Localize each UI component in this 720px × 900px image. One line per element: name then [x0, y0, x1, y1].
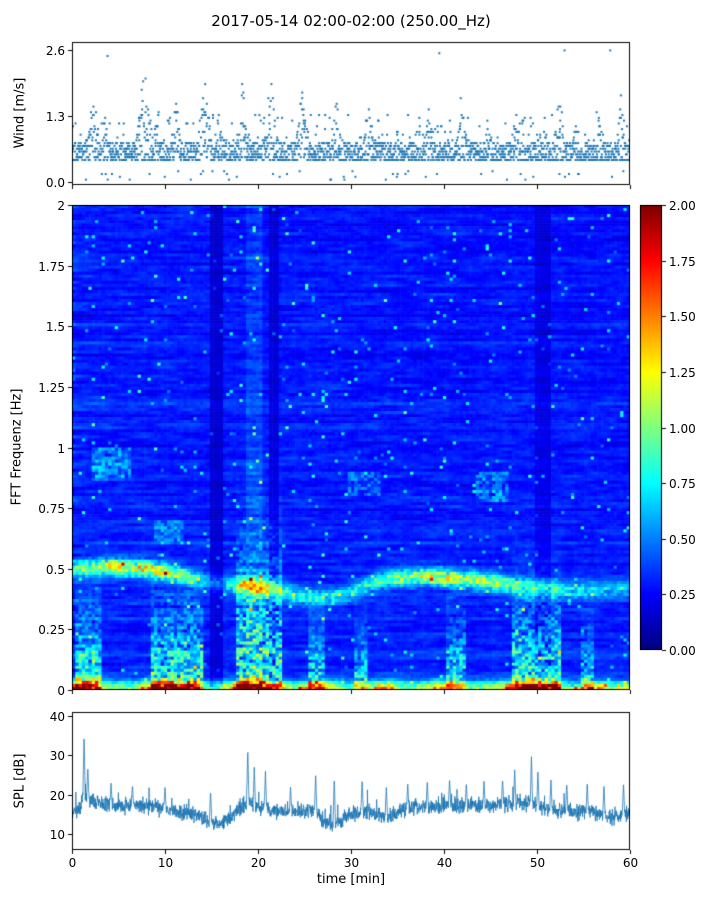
tick-label: 1.5 — [45, 319, 65, 334]
tick-label: 0.25 — [669, 587, 696, 602]
tick-label: 1.00 — [669, 421, 696, 436]
tick-label: 40 — [436, 856, 453, 870]
tick-label: 50 — [529, 856, 546, 870]
tick-label: 10 — [49, 827, 65, 842]
colorbar — [640, 205, 662, 650]
tick-label: 0.50 — [669, 532, 696, 547]
wind-scatter-plot — [72, 42, 630, 185]
tick-label: 40 — [49, 709, 65, 724]
tick-label: 2.6 — [45, 43, 65, 58]
tick-label: 2 — [57, 198, 65, 213]
tick-label: 0.0 — [45, 175, 65, 190]
tick-label: 1.25 — [669, 365, 696, 380]
spl-y-axis-label: SPL [dB] — [12, 753, 28, 809]
tick-label: 60 — [622, 856, 639, 870]
tick-label: 0.5 — [45, 562, 65, 577]
tick-label: 0.25 — [38, 622, 65, 637]
tick-label: 20 — [250, 856, 267, 870]
spl-line-plot — [72, 712, 630, 850]
tick-label: 0 — [68, 856, 77, 870]
tick-label: 2.00 — [669, 198, 696, 213]
tick-label: 1.75 — [669, 254, 696, 269]
spectrogram-plot — [72, 205, 630, 690]
figure-title: 2017-05-14 02:00-02:00 (250.00_Hz) — [211, 12, 491, 30]
wind-y-axis-label: Wind [m/s] — [12, 77, 28, 149]
tick-label: 0.00 — [669, 643, 696, 658]
tick-label: 1.75 — [38, 259, 65, 274]
tick-label: 30 — [343, 856, 360, 870]
tick-label: 0.75 — [669, 476, 696, 491]
tick-label: 10 — [157, 856, 174, 870]
spectrogram-y-axis-label: FFT Frequenz [Hz] — [9, 388, 25, 506]
tick-label: 1.50 — [669, 309, 696, 324]
x-axis-label: time [min] — [316, 872, 386, 887]
tick-label: 0 — [57, 683, 65, 698]
